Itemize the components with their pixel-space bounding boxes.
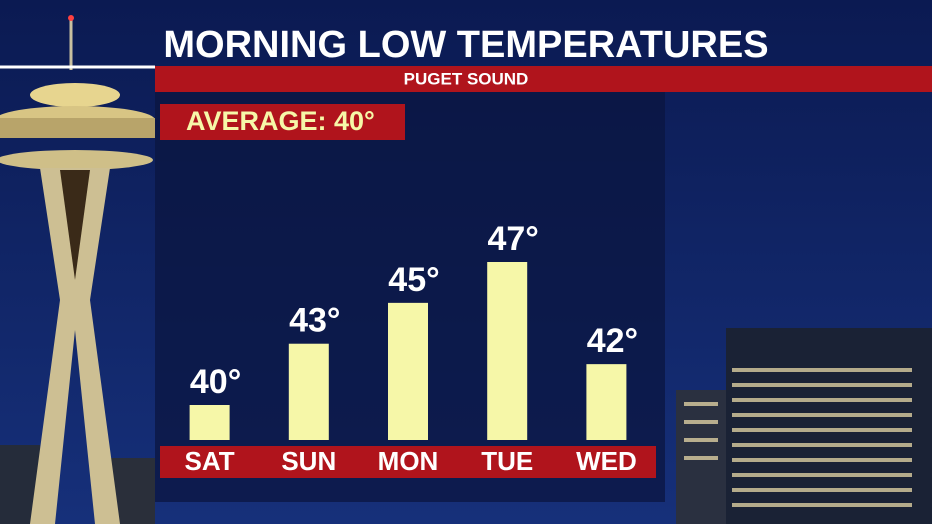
- x-tick-label: MON: [378, 446, 439, 476]
- chart-subtitle: PUGET SOUND: [404, 69, 529, 88]
- skyline: [0, 328, 932, 524]
- subtitle-band: [155, 66, 932, 92]
- category-band: [160, 446, 656, 478]
- bar: [288, 343, 329, 440]
- x-tick-label: SUN: [281, 446, 336, 476]
- x-tick-label: WED: [576, 446, 637, 476]
- annotation-box: [160, 104, 405, 140]
- annotation: AVERAGE: 40°: [186, 106, 375, 136]
- value-label: 45°: [388, 261, 439, 299]
- value-label: 42°: [587, 322, 638, 360]
- value-label: 43°: [289, 302, 340, 340]
- bar: [586, 364, 627, 440]
- bar: [487, 262, 528, 440]
- x-tick-label: TUE: [481, 446, 533, 476]
- value-label: 47°: [487, 220, 538, 258]
- bar: [388, 302, 428, 440]
- value-label: 40°: [190, 363, 241, 401]
- chart-title: MORNING LOW TEMPERATURES: [163, 24, 768, 66]
- x-tick-label: SAT: [185, 446, 235, 476]
- bar: [189, 405, 230, 440]
- space-needle: [0, 15, 155, 524]
